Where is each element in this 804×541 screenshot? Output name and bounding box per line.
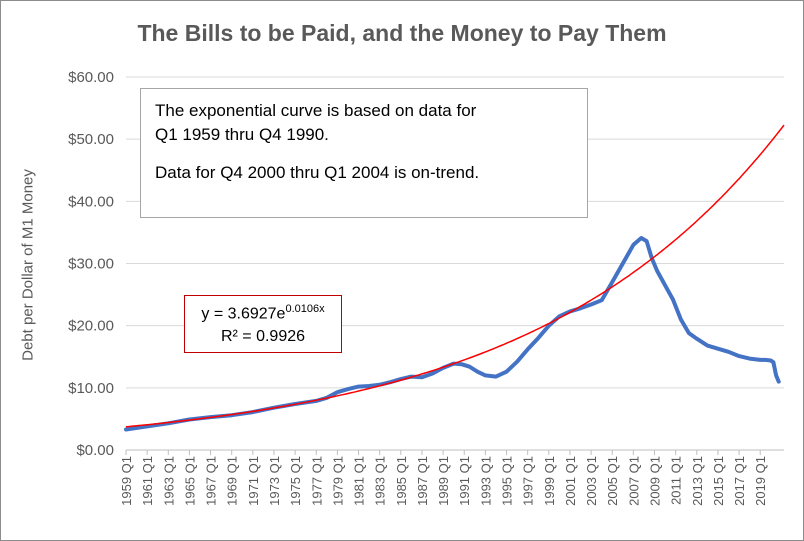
x-tick-label: 2011 Q1 bbox=[669, 456, 684, 505]
note-box: The exponential curve is based on data f… bbox=[140, 88, 588, 218]
x-tick-label: 2005 Q1 bbox=[605, 456, 620, 506]
x-tick-label: 2015 Q1 bbox=[711, 456, 726, 506]
x-tick-label: 1995 Q1 bbox=[500, 456, 515, 506]
x-tick-label: 2009 Q1 bbox=[648, 456, 663, 506]
y-tick-label: $10.00 bbox=[68, 380, 114, 397]
x-tick-labels: 1959 Q1 1961 Q1 1963 Q1 1965 Q1 1967 Q1 1969 … bbox=[119, 450, 768, 506]
x-tick-label: 2001 Q1 bbox=[563, 456, 578, 506]
x-tick-label: 1993 Q1 bbox=[478, 456, 493, 506]
x-tick-label: 2007 Q1 bbox=[626, 456, 641, 506]
y-tick-labels: $0.00 $10.00 $20.00 $30.00 $40.00 $50.00 $60.0… bbox=[68, 69, 114, 459]
y-tick-label: $30.00 bbox=[68, 256, 114, 273]
x-tick-label: 1979 Q1 bbox=[330, 456, 345, 506]
x-tick-label: 1967 Q1 bbox=[204, 456, 219, 506]
series-line-exponential-trend bbox=[125, 124, 785, 428]
x-tick-label: 1991 Q1 bbox=[457, 456, 472, 506]
series-lines bbox=[124, 124, 785, 432]
x-tick-label: 2017 Q1 bbox=[732, 456, 747, 506]
x-tick-label: 1973 Q1 bbox=[267, 456, 282, 506]
x-tick-label: 1977 Q1 bbox=[309, 456, 324, 506]
x-tick-label: 1963 Q1 bbox=[161, 456, 176, 506]
x-tick-label: 1989 Q1 bbox=[436, 456, 451, 506]
y-tick-label: $40.00 bbox=[68, 193, 114, 210]
y-tick-label: $0.00 bbox=[76, 442, 114, 459]
chart-title: The Bills to be Paid, and the Money to P… bbox=[137, 20, 667, 46]
note-line-2: Q1 1959 thru Q4 1990. bbox=[155, 124, 329, 144]
equation-exponent: 0.0106x bbox=[285, 303, 325, 315]
x-tick-label: 2019 Q1 bbox=[753, 456, 768, 506]
x-tick-label: 1969 Q1 bbox=[225, 456, 240, 506]
note-line-1: The exponential curve is based on data f… bbox=[155, 101, 477, 120]
y-tick-label: $50.00 bbox=[68, 131, 114, 148]
x-tick-label: 2013 Q1 bbox=[690, 456, 705, 506]
x-tick-label: 1999 Q1 bbox=[542, 456, 557, 506]
note-line-3: Data for Q4 2000 thru Q1 2004 is on-tren… bbox=[155, 162, 480, 182]
x-tick-label: 1981 Q1 bbox=[352, 456, 367, 506]
x-tick-label: 1997 Q1 bbox=[521, 456, 536, 506]
x-tick-label: 1971 Q1 bbox=[246, 456, 261, 506]
r-squared: R² = 0.9926 bbox=[220, 327, 306, 345]
x-tick-label: 1959 Q1 bbox=[119, 456, 134, 506]
x-tick-label: 2003 Q1 bbox=[584, 456, 599, 506]
trendline-equation-box: y = 3.6927e0.0106x R² = 0.9926 bbox=[184, 295, 342, 353]
y-tick-label: $60.00 bbox=[68, 69, 114, 86]
x-tick-label: 1985 Q1 bbox=[394, 456, 409, 506]
y-tick-label: $20.00 bbox=[68, 318, 114, 335]
x-tick-label: 1983 Q1 bbox=[373, 456, 388, 506]
x-tick-label: 1961 Q1 bbox=[140, 456, 155, 506]
trendline-equation: y = 3.6927e0.0106x bbox=[185, 302, 341, 326]
x-tick-label: 1965 Q1 bbox=[182, 456, 197, 506]
equation-base: y = 3.6927e bbox=[201, 305, 286, 323]
x-tick-label: 1987 Q1 bbox=[415, 456, 430, 506]
x-tick-label: 1975 Q1 bbox=[288, 456, 303, 506]
